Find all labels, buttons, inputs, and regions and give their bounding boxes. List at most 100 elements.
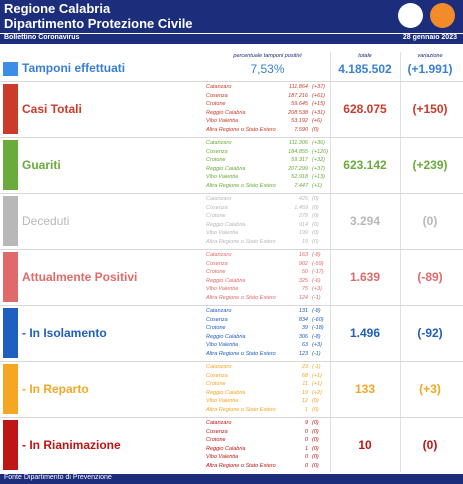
- province: Cosenza: [206, 316, 228, 323]
- separator: [0, 137, 463, 138]
- province: Crotone: [206, 213, 226, 219]
- province-change: (-1): [312, 294, 321, 301]
- province-change: (+6): [312, 118, 322, 124]
- province-change: (+15): [312, 101, 325, 107]
- province-value: 278: [298, 213, 308, 219]
- province: Vibo Valentia: [206, 454, 239, 460]
- province: Reggio Calabria: [206, 445, 246, 452]
- province-change: (-8): [312, 252, 321, 258]
- province-change: (0): [312, 196, 319, 202]
- province-change: (+3): [312, 286, 322, 292]
- province: Catanzaro: [206, 420, 232, 426]
- province-value: 0: [304, 437, 308, 443]
- province-change: (-59): [312, 260, 324, 267]
- province-value: 53.192: [291, 118, 308, 124]
- province: Cosenza: [206, 260, 228, 267]
- section-bar: [3, 420, 18, 470]
- province-value: 1.459: [294, 204, 308, 211]
- province-change: (0): [312, 445, 319, 452]
- province: Altra Regione o Stato Estero: [206, 462, 276, 469]
- province-value: 187.216: [288, 92, 308, 99]
- tamponi-bar: [3, 62, 18, 76]
- separator: [0, 81, 463, 82]
- province: Catanzaro: [206, 308, 232, 314]
- province-value: 834: [298, 316, 308, 323]
- province-change: (0): [312, 428, 319, 435]
- section-total: 1.639: [349, 270, 381, 284]
- province-value: 1: [304, 445, 308, 452]
- province-value: 1: [304, 406, 308, 413]
- percent: 7,53%: [250, 62, 285, 76]
- column-divider: [330, 52, 331, 472]
- province-value: 111.306: [288, 140, 308, 146]
- separator: [0, 361, 463, 362]
- province: Reggio Calabria: [206, 333, 246, 340]
- province-value: 131: [298, 308, 308, 314]
- province: Altra Regione o Stato Estero: [206, 406, 276, 413]
- province-change: (+31): [312, 109, 325, 116]
- province-change: (0): [312, 221, 319, 228]
- province: Catanzaro: [206, 140, 232, 146]
- province: Reggio Calabria: [206, 109, 246, 116]
- province: Crotone: [206, 381, 226, 387]
- separator: [0, 193, 463, 194]
- separator: [0, 417, 463, 418]
- province: Altra Regione o Stato Estero: [206, 350, 276, 357]
- province: Vibo Valentia: [206, 398, 239, 404]
- section-total: 628.075: [343, 102, 387, 116]
- province: Vibo Valentia: [206, 174, 239, 180]
- subtitle: Dipartimento Protezione Civile: [4, 16, 193, 31]
- province: Cosenza: [206, 204, 228, 211]
- province: Vibo Valentia: [206, 342, 239, 348]
- section-change: (-89): [417, 270, 443, 284]
- province-change: (0): [312, 406, 319, 413]
- province: Catanzaro: [206, 196, 232, 202]
- section-total: 10: [358, 438, 372, 452]
- section-bar: [3, 364, 18, 414]
- section-change: (0): [422, 214, 438, 228]
- province-value: 111.864: [288, 84, 308, 90]
- section-change: (-92): [417, 326, 443, 340]
- province-value: 63: [301, 342, 308, 348]
- province-value: 914: [298, 221, 308, 228]
- province-change: (+13): [312, 174, 325, 180]
- province-change: (0): [312, 454, 319, 460]
- section-change: (+150): [412, 102, 448, 116]
- province: Reggio Calabria: [206, 277, 246, 284]
- province: Catanzaro: [206, 364, 232, 370]
- province-value: 9: [304, 420, 308, 426]
- province-change: (+2): [312, 389, 322, 396]
- section-change: (+3): [419, 382, 441, 396]
- province-change: (0): [312, 398, 319, 404]
- footer: Fonte Dipartimento di Prevenzione: [4, 474, 112, 481]
- province-value: 199: [298, 230, 308, 236]
- logo-civil-protection: [430, 3, 455, 28]
- province-change: (+120): [312, 148, 329, 155]
- section-bar: [3, 84, 18, 134]
- province-change: (-18): [312, 325, 324, 331]
- province-value: 425: [298, 196, 308, 202]
- logo-region: [398, 3, 423, 28]
- province-value: 12: [301, 398, 308, 404]
- province: Reggio Calabria: [206, 221, 246, 228]
- province: Crotone: [206, 269, 226, 275]
- separator: [0, 249, 463, 250]
- province-change: (-6): [312, 277, 321, 284]
- province-value: 68: [301, 372, 308, 379]
- section-total: 133: [354, 382, 376, 396]
- bulletin-bar: [0, 34, 463, 44]
- section-total: 1.496: [349, 326, 381, 340]
- province-change: (0): [312, 238, 319, 245]
- section-bar: [3, 252, 18, 302]
- province: Vibo Valentia: [206, 118, 239, 124]
- footer-bar: [0, 474, 463, 484]
- province-change: (+37): [312, 84, 325, 90]
- province-value: 19: [301, 389, 308, 396]
- province-change: (+1): [312, 381, 322, 387]
- province-change: (+61): [312, 92, 325, 99]
- province-value: 163: [298, 252, 308, 258]
- province: Crotone: [206, 157, 226, 163]
- province-change: (0): [312, 213, 319, 219]
- section-label: Deceduti: [22, 214, 70, 228]
